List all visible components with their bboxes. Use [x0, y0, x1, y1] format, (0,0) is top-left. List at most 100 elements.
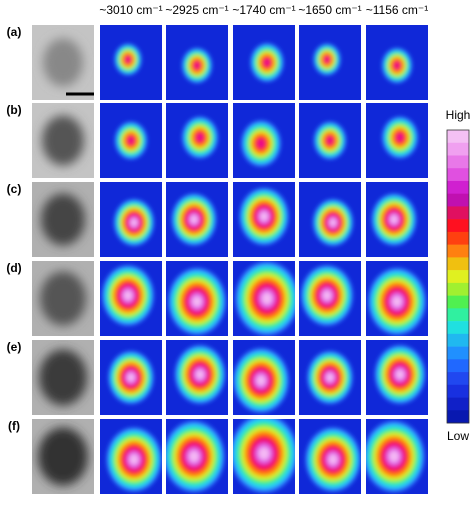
heatmap	[166, 182, 228, 257]
heatmap	[233, 261, 295, 336]
row-label: (d)	[6, 261, 21, 275]
heatmap-layers	[368, 267, 426, 336]
heatmap-layers	[174, 345, 226, 404]
heatmap-layers	[374, 345, 426, 404]
heatmap	[166, 261, 228, 336]
heatmap	[166, 25, 228, 100]
heat-level	[396, 369, 404, 380]
heatmap-layers	[114, 43, 142, 76]
micrograph	[32, 25, 94, 100]
colorbar-step	[447, 193, 469, 207]
colorbar-step	[447, 308, 469, 322]
heatmap	[366, 261, 428, 336]
colorbar-step	[447, 410, 469, 424]
heatmap-layers	[171, 193, 217, 246]
heatmap	[366, 103, 428, 178]
colorbar-step	[447, 282, 469, 296]
colorbar-step	[447, 321, 469, 335]
heat-level	[256, 375, 266, 386]
heatmap-layers	[301, 265, 353, 326]
heatmap	[233, 182, 295, 257]
heat-level	[130, 218, 138, 227]
heatmap	[100, 25, 162, 100]
colorbar-step	[447, 384, 469, 398]
heat-level	[263, 58, 271, 67]
heat-level	[329, 218, 337, 227]
cell-content	[38, 427, 88, 486]
heat-level	[389, 450, 399, 463]
colorbar-step	[447, 206, 469, 220]
heatmap	[299, 340, 361, 415]
column-header: ~1740 cm⁻¹	[232, 3, 295, 17]
heatmap	[299, 261, 361, 336]
column-header: ~1650 cm⁻¹	[298, 3, 361, 17]
heatmap-layers	[233, 348, 289, 413]
heatmap-layers	[382, 116, 418, 159]
cell-body	[42, 115, 84, 166]
heat-level	[123, 290, 133, 301]
row-label: (b)	[6, 103, 21, 117]
colorbar-step	[447, 372, 469, 386]
colorbar-step	[447, 244, 469, 258]
heatmap-layers	[106, 427, 162, 492]
heatmap	[233, 25, 295, 100]
heatmap	[299, 25, 361, 100]
heat-level	[125, 56, 131, 63]
micrograph	[32, 182, 94, 257]
heatmap	[166, 419, 228, 494]
heat-level	[190, 215, 198, 224]
heat-level	[326, 136, 334, 145]
colorbar-step	[447, 142, 469, 156]
heatmap-layers	[239, 187, 289, 246]
heatmap-layers	[235, 261, 295, 336]
heatmap	[366, 25, 428, 100]
heatmap	[233, 103, 295, 178]
heatmap	[166, 103, 228, 178]
micrograph	[32, 103, 94, 178]
cell-content	[42, 115, 84, 166]
heatmap-layers	[312, 199, 354, 246]
heat-level	[326, 373, 334, 382]
heatmap-layers	[313, 121, 347, 160]
heatmap	[366, 419, 428, 494]
colorbar-step	[447, 346, 469, 360]
heat-level	[322, 290, 332, 301]
heatmap	[233, 340, 295, 415]
heat-level	[193, 61, 201, 70]
colorbar-step	[447, 219, 469, 233]
heatmap	[100, 261, 162, 336]
colorbar-step	[447, 295, 469, 309]
heatmap-layers	[168, 267, 226, 336]
heatmap-layers	[313, 43, 341, 76]
heatmap	[366, 182, 428, 257]
heat-level	[129, 454, 139, 465]
colorbar-high: High	[446, 108, 471, 122]
heatmap-layers	[366, 420, 425, 493]
heat-level	[127, 373, 135, 382]
colorbar-step	[447, 397, 469, 411]
heatmap-layers	[241, 120, 281, 167]
heat-level	[196, 369, 204, 380]
heat-level	[260, 211, 268, 222]
heat-level	[192, 296, 202, 307]
heatmap	[100, 340, 162, 415]
heatmap-layers	[114, 121, 148, 160]
heatmap-layers	[381, 47, 413, 84]
cell-content	[39, 349, 87, 406]
colorbar-step	[447, 130, 469, 144]
cell-body	[41, 193, 85, 246]
colorbar-step	[447, 180, 469, 194]
row-label: (c)	[7, 182, 22, 196]
colorbar-step	[447, 155, 469, 169]
heatmap	[233, 419, 295, 494]
cell-body	[43, 38, 83, 87]
heatmap-layers	[166, 420, 225, 493]
heat-level	[189, 450, 199, 463]
heat-level	[396, 133, 404, 142]
heatmap	[100, 103, 162, 178]
heatmap-layers	[113, 199, 155, 246]
heatmap	[299, 419, 361, 494]
heat-level	[127, 136, 135, 145]
heatmap-layers	[233, 419, 295, 493]
